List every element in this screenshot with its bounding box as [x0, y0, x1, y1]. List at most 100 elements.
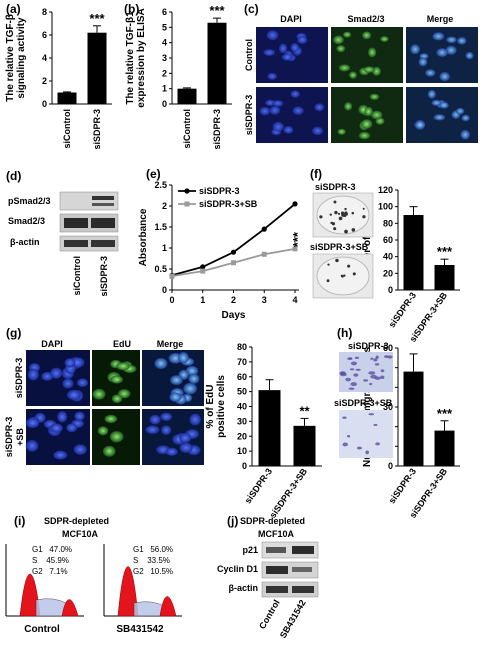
- migrated-cell: [373, 423, 378, 426]
- migrated-cell: [368, 413, 375, 416]
- cell-nucleus: [461, 114, 470, 122]
- band-d-smad-2: [91, 218, 115, 228]
- cell-nucleus: [358, 131, 371, 140]
- cell-nucleus: [314, 103, 325, 112]
- cell-nucleus: [457, 37, 467, 45]
- cell-nucleus: [431, 99, 442, 106]
- cell-nucleus: [364, 106, 373, 117]
- colony-dot: [344, 229, 348, 234]
- e-x-tick-label-0: 0: [169, 295, 174, 305]
- a-x-label-1: siSDPR-3: [92, 109, 102, 150]
- cell-nucleus: [110, 375, 123, 384]
- e-point-1-4: [292, 246, 298, 252]
- blot-d-row-actin: β-actin: [10, 237, 40, 247]
- e-y-tick-label-2: 1: [162, 243, 167, 253]
- f-y-tick-label-1: 20: [383, 268, 393, 278]
- cell-nucleus: [414, 119, 426, 130]
- panel-g-row-2b: +SB: [15, 428, 25, 446]
- e-legend-marker-1: [184, 201, 190, 207]
- flow-g2-peak-2: [159, 596, 177, 617]
- migrated-cell: [387, 355, 393, 359]
- cell-nucleus: [66, 423, 78, 433]
- cell-nucleus: [362, 31, 372, 40]
- cell-nucleus: [102, 445, 116, 457]
- cell-nucleus: [375, 117, 385, 125]
- e-y-tick-label-4: 2: [162, 201, 167, 211]
- cell-nucleus: [290, 90, 300, 98]
- cell-nucleus: [427, 89, 436, 99]
- cell-nucleus: [439, 71, 450, 82]
- g-y-tick-label-7: 70: [237, 357, 247, 367]
- f-y-tick-label-0: 0: [388, 285, 393, 295]
- e-significance: ***: [290, 231, 305, 247]
- g-y-label-0: % of EdU: [205, 385, 216, 429]
- i-sample-label-1: Control: [24, 624, 60, 635]
- migrated-cell: [353, 373, 359, 377]
- a-significance: ***: [89, 11, 105, 26]
- g-y-tick-label-2: 20: [237, 431, 247, 441]
- cell-nucleus: [145, 425, 160, 435]
- b-bar-1: [207, 22, 227, 104]
- i-cell-line: MCF10A: [62, 529, 99, 539]
- e-point-0-3: [261, 226, 267, 232]
- f-y-tick-label-2: 40: [383, 252, 393, 262]
- cell-nucleus: [25, 418, 40, 429]
- a-y-tick-label-1: 2: [42, 76, 47, 86]
- a-y-tick-label-4: 8: [42, 7, 47, 17]
- migrated-cell: [348, 387, 355, 390]
- cell-nucleus: [338, 64, 351, 72]
- cell-nucleus: [62, 378, 74, 389]
- a-bar-0: [57, 92, 77, 104]
- panel-g-row-2a: siSDPR-3: [4, 417, 14, 458]
- cell-nucleus: [410, 44, 421, 55]
- cell-nucleus: [336, 45, 346, 53]
- blot-j-row-p21: p21: [242, 545, 258, 555]
- g-y-tick-label-1: 10: [237, 446, 247, 456]
- cell-nucleus: [165, 447, 178, 456]
- f-y-label-0: Number of colonies: [362, 193, 373, 287]
- panel-d-blot: pSmad2/3 Smad2/3 β-actin siControl siSDP…: [8, 191, 119, 297]
- blot-d-xlabel-sicontrol: siControl: [72, 256, 82, 296]
- h-bar-0: [403, 371, 424, 466]
- cell-nucleus: [272, 121, 284, 132]
- panel-label-e: (e): [146, 167, 161, 181]
- g-significance: **: [299, 403, 310, 418]
- cell-nucleus: [369, 93, 380, 101]
- cell-nucleus: [297, 35, 308, 44]
- cell-nucleus: [92, 388, 106, 400]
- e-point-0-4: [292, 201, 298, 207]
- b-y-tick-label-4: 4: [162, 38, 167, 48]
- migration-image-2: [339, 410, 393, 458]
- g-y-tick-label-8: 80: [237, 342, 247, 352]
- band-d-smad-1: [64, 218, 88, 228]
- g-y-tick-label-3: 30: [237, 416, 247, 426]
- h-y-tick-label-6: 60: [383, 343, 393, 353]
- chart-f: 020406080100120siSDPR-3siSDPR-3+SB***Num…: [362, 185, 460, 344]
- a-bar-1: [87, 32, 107, 105]
- colony-dot: [343, 274, 346, 277]
- e-x-tick-label-4: 4: [292, 295, 297, 305]
- blot-d-strip-1: [59, 191, 119, 211]
- f-bar-0: [403, 215, 424, 290]
- panel-label-f: (f): [310, 167, 322, 181]
- blot-d-strip-3: [59, 235, 119, 252]
- cell-nucleus: [74, 411, 85, 421]
- cell-nucleus: [337, 128, 346, 135]
- panel-label-j: (j): [227, 514, 238, 528]
- cell-nucleus: [278, 43, 288, 54]
- migrated-cell: [340, 372, 347, 377]
- panel-label-i: (i): [14, 514, 25, 528]
- h-y-tick-label-0: 0: [388, 461, 393, 471]
- cell-nucleus: [50, 423, 63, 433]
- cell-nucleus: [179, 442, 193, 453]
- cell-nucleus: [455, 107, 465, 115]
- a-y-label-0: The relative TGF-β: [5, 14, 16, 102]
- migrated-cell: [370, 357, 374, 360]
- b-x-label-0: siControl: [182, 109, 192, 149]
- panel-g-header-dapi: DAPI: [41, 339, 63, 349]
- g-bar-1: [293, 425, 316, 466]
- cell-nucleus: [179, 433, 192, 444]
- colony-dot: [351, 228, 356, 232]
- f-y-tick-label-6: 120: [378, 185, 393, 195]
- colony-dot: [362, 215, 366, 219]
